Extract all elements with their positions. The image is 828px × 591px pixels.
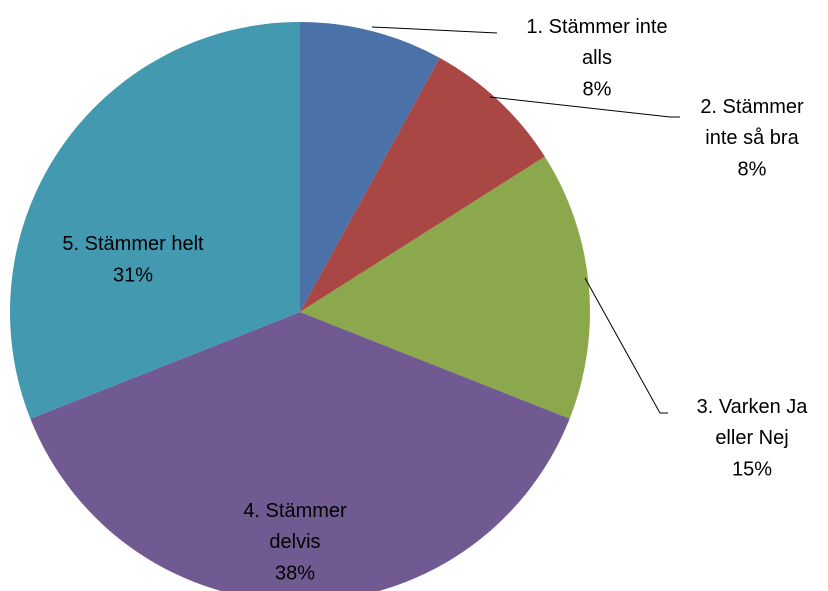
pie-slice: [300, 156, 591, 419]
percent-label: 15%: [732, 458, 772, 480]
slice-label: 4. Stämmer delvis: [243, 500, 347, 553]
slice-label: 2. Stämmer inte så bra: [700, 96, 804, 149]
slice-label: 5. Stämmer helt: [62, 233, 204, 255]
pie-slice: [300, 57, 545, 312]
slice-label: 1. Stämmer inte alls: [526, 16, 667, 69]
percent-label: 38%: [275, 562, 315, 584]
leader-line: [371, 26, 498, 34]
pie-slice: [9, 22, 301, 419]
percent-label: 8%: [738, 158, 767, 180]
pie-slice: [30, 312, 570, 591]
leader-line: [489, 96, 680, 118]
percent-label: 8%: [583, 78, 612, 100]
percent-label: 31%: [113, 264, 153, 286]
leader-line: [584, 277, 668, 414]
slice-label: 3. Varken Ja eller Nej: [697, 396, 809, 449]
pie-slice: [300, 22, 440, 312]
